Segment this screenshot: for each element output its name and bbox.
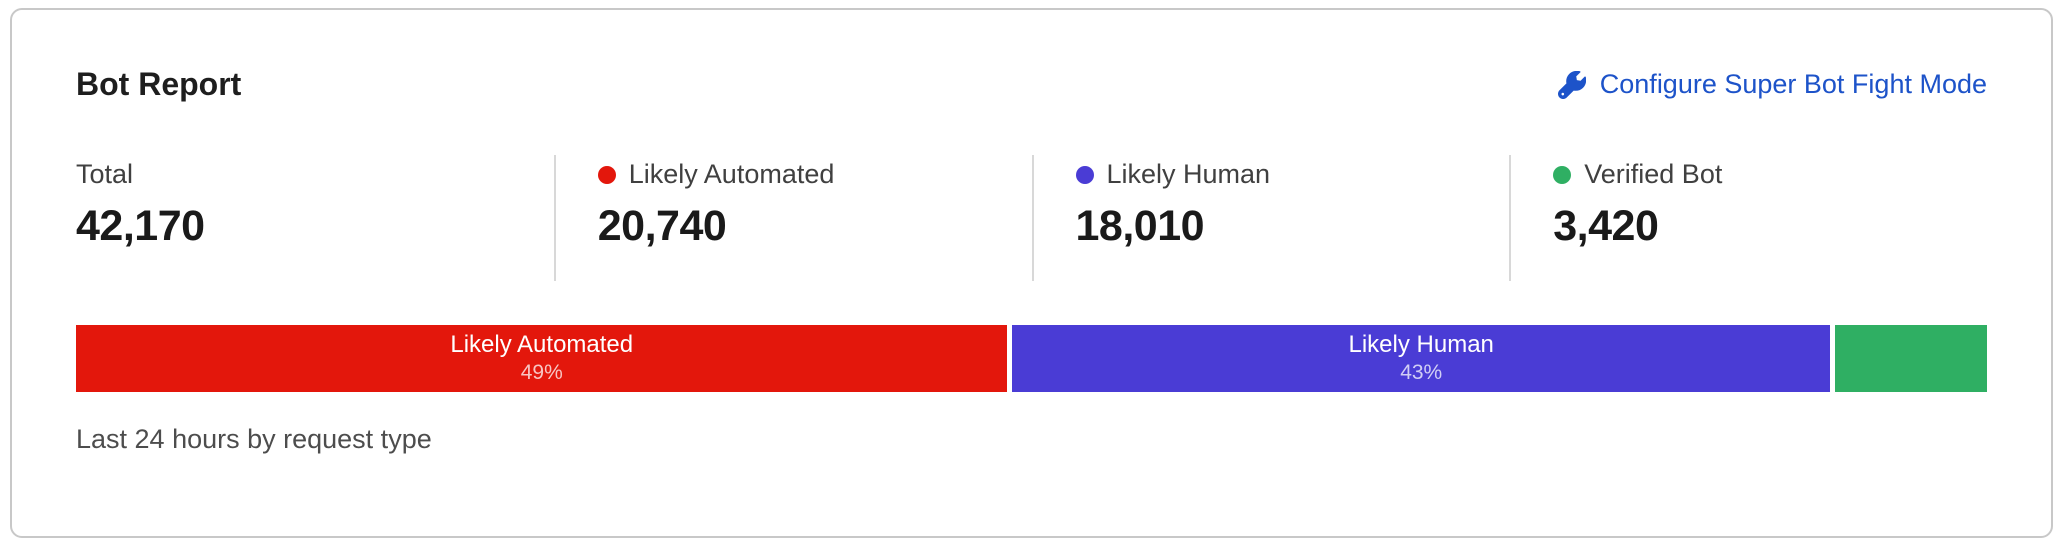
bar-segment-name-label: Likely Automated xyxy=(450,331,634,359)
likely-automated-dot-icon xyxy=(597,165,616,184)
stat-likely-human: Likely Human 18,010 xyxy=(1031,155,1510,281)
stat-verified-bot-value: 3,420 xyxy=(1553,202,1659,250)
stats-row: Total 42,170 Likely Automated 20,740 Lik… xyxy=(76,155,1987,281)
configure-super-bot-fight-mode-link[interactable]: Configure Super Bot Fight Mode xyxy=(1557,69,1987,100)
chart-caption: Last 24 hours by request type xyxy=(76,424,432,454)
bar-segment-name-label: Likely Human xyxy=(1348,331,1494,359)
bot-report-card: Bot Report Configure Super Bot Fight Mod… xyxy=(10,8,2053,538)
bar-segment-percent-label: 49% xyxy=(520,361,563,385)
bar-segment-verified-bot xyxy=(1834,325,1987,392)
stat-verified-bot: Verified Bot 3,420 xyxy=(1509,155,1987,281)
stat-likely-human-label: Likely Human xyxy=(1106,159,1271,189)
configure-link-label: Configure Super Bot Fight Mode xyxy=(1599,69,1987,99)
bar-segment-likely-human: Likely Human 43% xyxy=(1012,325,1830,392)
stat-likely-human-value: 18,010 xyxy=(1075,202,1205,250)
stat-likely-automated: Likely Automated 20,740 xyxy=(553,155,1032,281)
bar-segment-percent-label: 43% xyxy=(1400,361,1443,385)
likely-human-dot-icon xyxy=(1075,165,1094,184)
page-title: Bot Report xyxy=(76,66,242,102)
stacked-bar-chart: Likely Automated 49% Likely Human 43% xyxy=(76,325,1987,392)
stat-total-label: Total xyxy=(76,159,134,189)
bar-segment-likely-automated: Likely Automated 49% xyxy=(76,325,1008,392)
stat-likely-automated-value: 20,740 xyxy=(597,202,727,250)
stat-verified-bot-label: Verified Bot xyxy=(1584,159,1723,189)
verified-bot-dot-icon xyxy=(1553,165,1572,184)
stat-likely-automated-label: Likely Automated xyxy=(628,159,835,189)
wrench-icon xyxy=(1557,70,1586,99)
card-header: Bot Report Configure Super Bot Fight Mod… xyxy=(76,66,1987,103)
stat-total: Total 42,170 xyxy=(76,155,554,281)
stat-total-value: 42,170 xyxy=(76,202,205,250)
